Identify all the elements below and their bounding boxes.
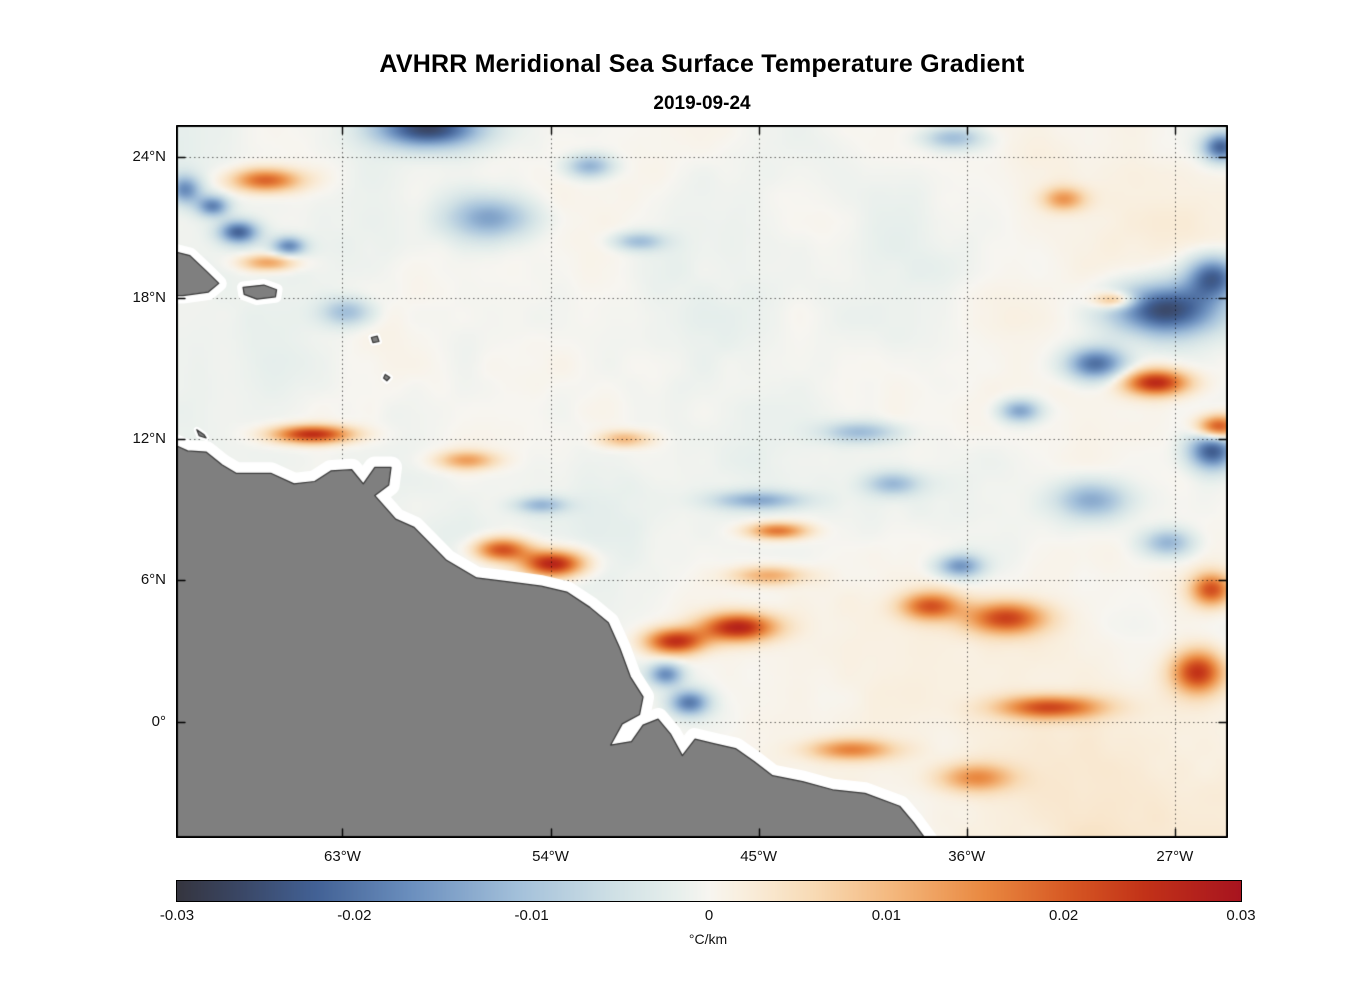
chart-date: 2019-09-24 xyxy=(653,93,751,114)
chart-title: AVHRR Meridional Sea Surface Temperature… xyxy=(379,50,1025,78)
colorbar-tick-label: -0.02 xyxy=(337,907,372,924)
y-tick-label: 0° xyxy=(151,712,166,730)
x-tick-label: 45°W xyxy=(740,848,778,865)
map-plot-area xyxy=(176,125,1228,838)
y-tick-label: 6°N xyxy=(140,571,166,589)
y-tick-label: 12°N xyxy=(132,430,166,448)
colorbar-unit-label: °C/km xyxy=(688,931,728,947)
colorbar-tick-label: 0.02 xyxy=(1049,907,1079,924)
y-tick-label: 24°N xyxy=(132,147,166,165)
colorbar-tick-label: 0.01 xyxy=(871,907,901,924)
colorbar-tick-label: -0.03 xyxy=(159,907,195,924)
x-tick-label: 63°W xyxy=(324,848,361,865)
colorbar-tick-label: -0.01 xyxy=(514,907,549,924)
y-tick-label: 18°N xyxy=(132,288,166,306)
map-canvas xyxy=(176,125,1228,838)
colorbar-tick-label: 0 xyxy=(704,907,714,924)
x-tick-label: 36°W xyxy=(948,848,986,865)
x-tick-label: 27°W xyxy=(1156,848,1194,865)
x-tick-label: 54°W xyxy=(532,848,569,865)
colorbar xyxy=(176,880,1242,902)
colorbar-tick-label: 0.03 xyxy=(1226,907,1256,924)
